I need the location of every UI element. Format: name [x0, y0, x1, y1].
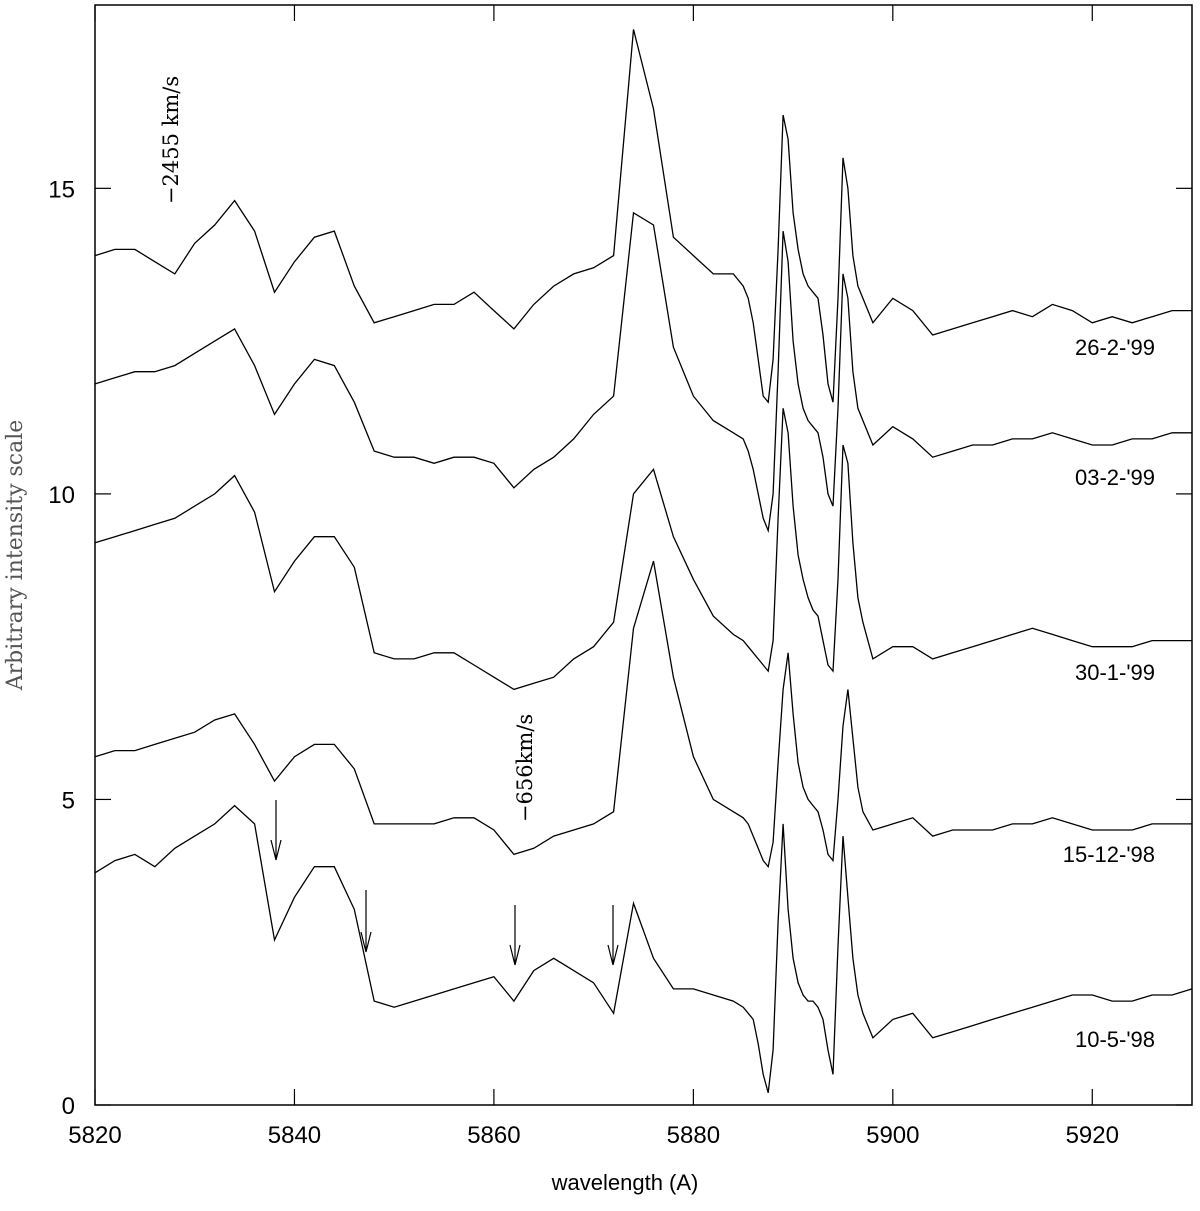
x-tick-label: 5920 — [1066, 1122, 1119, 1149]
arrow — [607, 905, 619, 966]
y-tick-label: 15 — [48, 176, 75, 203]
y-tick-label: 10 — [48, 482, 75, 509]
x-tick-label: 5820 — [68, 1122, 121, 1149]
spectrum-line — [94, 211, 1192, 534]
series-label: 26-2-'99 — [1075, 335, 1155, 360]
series-label: 15-12-'98 — [1063, 842, 1155, 867]
spectrum-line — [94, 29, 1192, 404]
spectrum-line — [94, 804, 1193, 1093]
series-label: 10-5-'98 — [1075, 1027, 1155, 1052]
arrow — [270, 800, 282, 861]
y-tick-label: 0 — [62, 1093, 75, 1120]
series-label: 30-1-'99 — [1075, 660, 1155, 685]
arrow — [509, 905, 521, 966]
annotation: −656km/s — [513, 714, 537, 822]
y-axis-label: Arbitrary intensity scale — [3, 420, 28, 692]
y-tick-label: 5 — [62, 787, 75, 814]
x-tick-label: 5900 — [866, 1122, 919, 1149]
plot-frame — [94, 4, 1193, 1106]
x-tick-label: 5860 — [467, 1122, 520, 1149]
series-label: 03-2-'99 — [1075, 465, 1155, 490]
arrow — [360, 890, 372, 953]
x-axis-label: wavelength (A) — [551, 1170, 699, 1195]
spectrum-line — [94, 408, 1192, 691]
spectrum-line — [94, 560, 1192, 869]
x-tick-label: 5880 — [667, 1122, 720, 1149]
annotation: −2455 km/s — [159, 76, 183, 204]
x-tick-label: 5840 — [268, 1122, 321, 1149]
arrows — [270, 800, 619, 966]
